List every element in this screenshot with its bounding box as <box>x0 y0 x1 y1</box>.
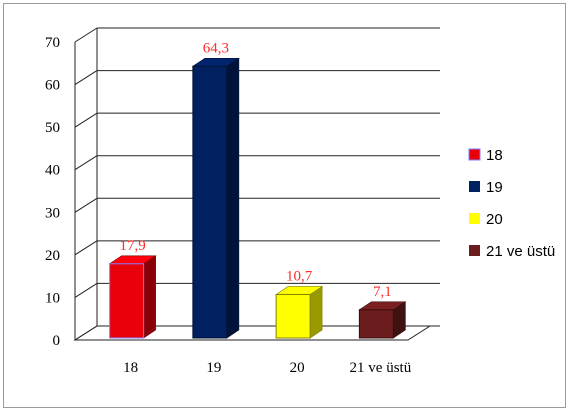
x-tick-label: 21 ve üstü <box>350 360 412 376</box>
legend-item: 20 <box>469 211 503 228</box>
x-tick-label: 18 <box>123 360 138 376</box>
bar-side <box>309 285 323 339</box>
bar <box>108 255 157 339</box>
y-tick-label: 50 <box>45 120 60 136</box>
legend-swatch <box>469 213 480 224</box>
bar-front <box>275 293 311 339</box>
legend-swatch <box>468 148 481 161</box>
gridline-side <box>74 283 98 298</box>
legend: 18 19 20 21 ve üstü <box>468 147 555 260</box>
legend-swatch <box>469 245 480 256</box>
gridline-side <box>74 27 98 43</box>
y-tick-label: 70 <box>45 35 60 51</box>
x-axis-ticks: 18 19 20 21 ve üstü <box>123 360 412 376</box>
legend-label: 21 ve üstü <box>486 243 555 260</box>
bar <box>275 285 324 339</box>
chart-floor <box>73 325 432 341</box>
y-tick-label: 10 <box>45 290 60 306</box>
legend-item: 18 <box>468 147 503 164</box>
legend-item: 19 <box>469 179 503 196</box>
gridline-side <box>74 240 98 256</box>
bars <box>108 57 407 339</box>
data-label: 7,1 <box>373 284 392 300</box>
bar-front <box>192 65 228 339</box>
y-tick-label: 0 <box>53 333 61 349</box>
bar <box>191 57 240 339</box>
bar-side <box>143 255 156 339</box>
gridline-side <box>74 70 98 85</box>
gridline-side <box>74 155 98 171</box>
y-axis-ticks: 0 10 20 30 40 50 60 70 <box>45 35 60 349</box>
data-labels: 17,9 64,3 10,7 7,1 <box>120 40 392 300</box>
x-tick-label: 19 <box>206 360 221 376</box>
y-tick-label: 40 <box>45 163 60 179</box>
y-tick-label: 20 <box>45 248 60 264</box>
gridline-side <box>74 112 98 128</box>
y-tick-label: 60 <box>45 78 60 94</box>
legend-label: 20 <box>486 211 503 228</box>
legend-label: 19 <box>486 179 503 196</box>
data-label: 64,3 <box>203 40 229 56</box>
bar <box>358 301 407 339</box>
gridline-side <box>74 197 98 213</box>
data-label: 10,7 <box>286 268 313 284</box>
bar-front <box>109 263 145 339</box>
x-tick-label: 20 <box>290 360 305 376</box>
bar-front <box>358 309 394 339</box>
legend-item: 21 ve üstü <box>469 243 555 260</box>
data-label: 17,9 <box>120 238 146 254</box>
legend-label: 18 <box>486 147 503 164</box>
axes <box>73 28 432 341</box>
bar-side <box>226 57 240 339</box>
legend-swatch <box>469 181 480 192</box>
y-tick-label: 30 <box>45 205 60 221</box>
